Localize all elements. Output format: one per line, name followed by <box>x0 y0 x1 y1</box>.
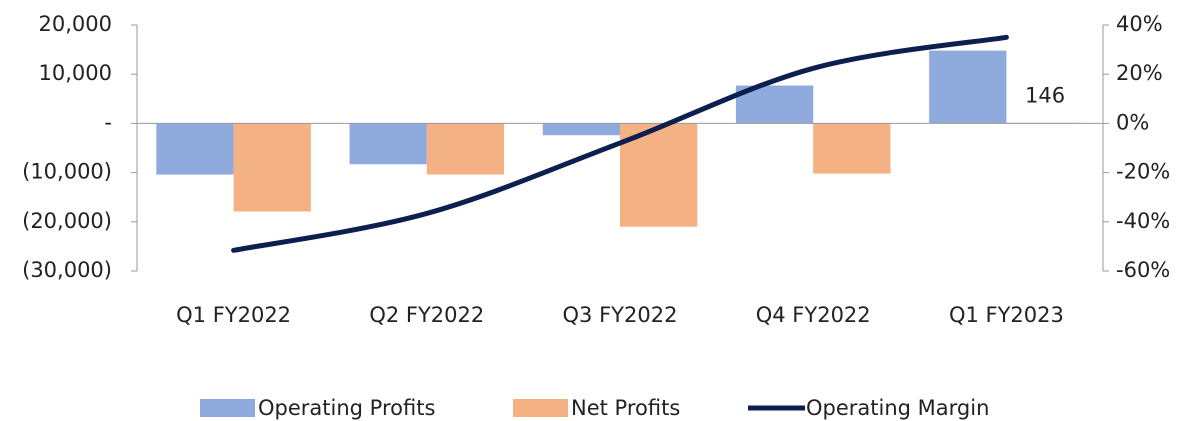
bar <box>349 123 427 165</box>
bar <box>156 123 234 175</box>
legend-label: Operating Profits <box>258 396 435 420</box>
x-tick-label: Q4 FY2022 <box>756 303 871 327</box>
bar <box>813 123 891 174</box>
y-tick-label: - <box>104 110 112 134</box>
legend-swatch <box>513 399 568 417</box>
line <box>231 34 1009 253</box>
legend-label: Net Profits <box>571 396 680 420</box>
y2-tick-label: 0% <box>1116 110 1149 134</box>
legend-label: Operating Margin <box>806 396 989 420</box>
x-tick-label: Q2 FY2022 <box>369 303 484 327</box>
bar <box>426 123 505 175</box>
x-tick-label: Q1 FY2023 <box>949 303 1064 327</box>
y-tick-label: (20,000) <box>22 209 112 233</box>
bar <box>233 123 311 212</box>
y2-tick-label: -20% <box>1116 160 1170 184</box>
y-tick-label: (10,000) <box>22 160 112 184</box>
y2-tick-label: -60% <box>1116 258 1170 282</box>
legend-swatch <box>200 399 255 417</box>
x-tick-label: Q3 FY2022 <box>563 303 678 327</box>
y-tick-label: 20,000 <box>39 12 112 36</box>
y2-tick-label: -40% <box>1116 209 1170 233</box>
y-tick-label: 10,000 <box>39 61 112 85</box>
bar <box>929 50 1007 124</box>
y-tick-label: (30,000) <box>22 258 112 282</box>
x-tick-label: Q1 FY2022 <box>176 303 291 327</box>
y2-tick-label: 40% <box>1116 12 1163 36</box>
y2-tick-label: 20% <box>1116 61 1163 85</box>
data-label: 146 <box>1025 84 1065 108</box>
bar <box>542 123 620 136</box>
